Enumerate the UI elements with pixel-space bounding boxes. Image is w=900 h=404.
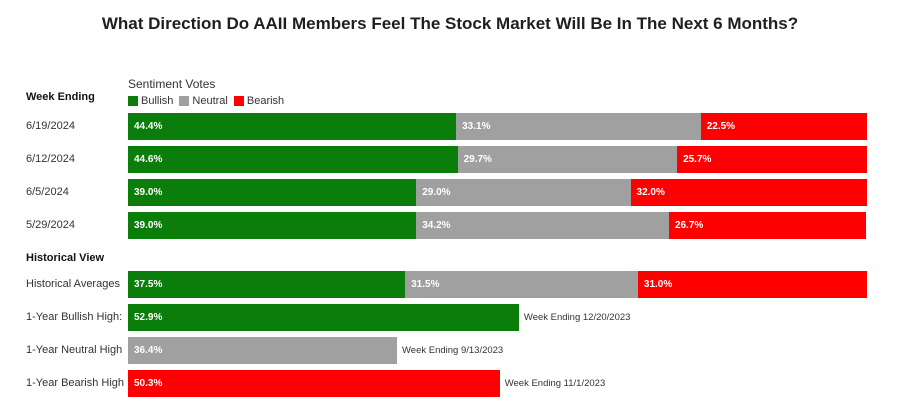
legend-title: Sentiment Votes [128, 77, 216, 91]
one-year-bearish-high-label: 1-Year Bearish High [26, 377, 125, 389]
week-row-6-12-2024-bar: 44.6% 29.7% 25.7% [128, 146, 867, 173]
week-ending-header: Week Ending [26, 91, 95, 103]
week-row-5-29-2024-bearish-segment: 26.7% [668, 212, 867, 239]
week-row-6-12-2024-neutral-segment: 29.7% [457, 146, 678, 173]
historical-averages-neutral-segment: 31.5% [405, 271, 638, 298]
one-year-neutral-high-note: Week Ending 9/13/2023 [401, 345, 504, 356]
week-row-6-19-2024-label: 6/19/2024 [26, 120, 75, 132]
week-row-6-5-2024-neutral-segment: 29.0% [416, 179, 631, 206]
legend-swatch-neutral [179, 96, 190, 106]
week-row-6-19-2024-bearish-segment: 22.5% [700, 113, 867, 140]
one-year-bullish-high-label: 1-Year Bullish High: [26, 311, 123, 323]
legend-label-neutral: Neutral [192, 95, 228, 107]
legend-item-neutral: Neutral [179, 95, 228, 107]
week-row-5-29-2024-bullish-segment: 39.0% [128, 212, 417, 239]
week-row-6-12-2024-bullish-segment: 44.6% [128, 146, 458, 173]
legend-item-bearish: Bearish [233, 95, 285, 107]
one-year-neutral-high-label: 1-Year Neutral High [26, 344, 123, 356]
week-row-5-29-2024-bar: 39.0% 34.2% 26.7% [128, 212, 867, 239]
one-year-bearish-high-note: Week Ending 11/1/2023 [504, 378, 606, 389]
legend: Bullish Neutral Bearish [128, 95, 290, 107]
week-row-6-19-2024-bullish-segment: 44.4% [128, 113, 457, 140]
legend-label-bullish: Bullish [141, 95, 174, 107]
week-row-6-5-2024-bar: 39.0% 29.0% 32.0% [128, 179, 867, 206]
one-year-bullish-high-note: Week Ending 12/20/2023 [523, 312, 631, 323]
week-row-5-29-2024-label: 5/29/2024 [26, 219, 75, 231]
legend-swatch-bullish [128, 96, 138, 106]
week-row-6-12-2024-label: 6/12/2024 [26, 153, 75, 165]
historical-view-header: Historical View [26, 252, 105, 264]
week-row-6-5-2024-bearish-segment: 32.0% [630, 179, 867, 206]
legend-swatch-bearish [233, 96, 244, 106]
legend-item-bullish: Bullish [128, 95, 173, 107]
week-row-6-19-2024-bar: 44.4% 33.1% 22.5% [128, 113, 867, 140]
historical-averages-bullish-segment: 37.5% [128, 271, 406, 298]
one-year-bearish-high-bar: 50.3% [128, 370, 500, 397]
week-row-5-29-2024-neutral-segment: 34.2% [416, 212, 669, 239]
historical-averages-bar: 37.5% 31.5% 31.0% [128, 271, 867, 298]
one-year-bullish-high-bar: 52.9% [128, 304, 519, 331]
one-year-neutral-high-bar: 36.4% [128, 337, 397, 364]
week-row-6-5-2024-label: 6/5/2024 [26, 186, 69, 198]
legend-label-bearish: Bearish [246, 95, 285, 107]
week-row-6-12-2024-bearish-segment: 25.7% [677, 146, 867, 173]
week-row-6-5-2024-bullish-segment: 39.0% [128, 179, 417, 206]
chart-title: What Direction Do AAII Members Feel The … [101, 14, 799, 33]
historical-averages-label: Historical Averages [26, 278, 120, 290]
historical-averages-bearish-segment: 31.0% [637, 271, 867, 298]
week-row-6-19-2024-neutral-segment: 33.1% [456, 113, 701, 140]
